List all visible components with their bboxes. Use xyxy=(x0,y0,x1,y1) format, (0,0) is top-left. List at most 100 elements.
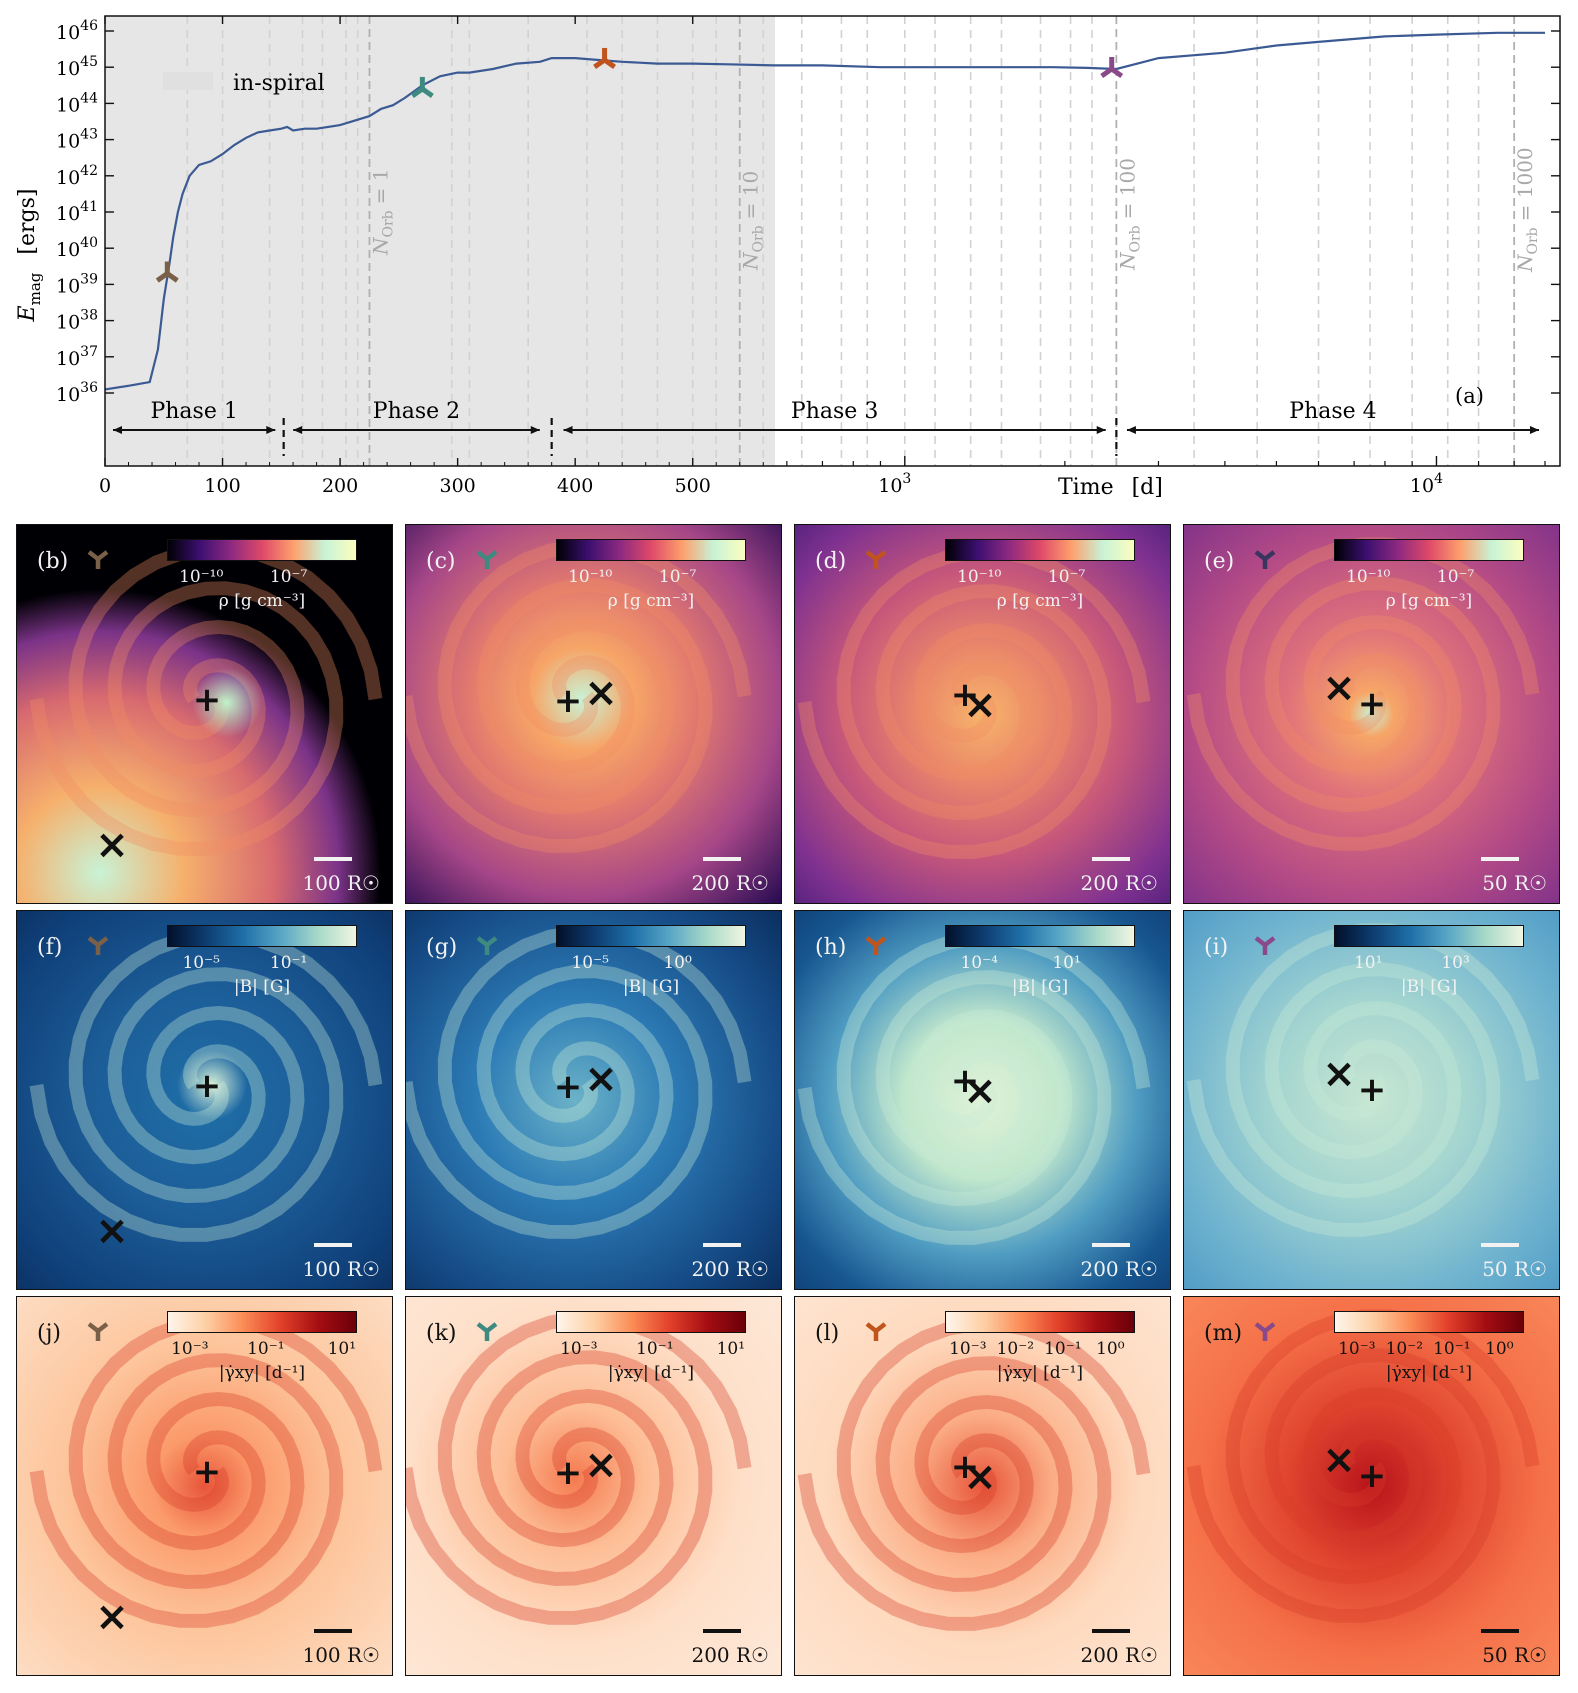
colorbar-tick-label: 10⁻² xyxy=(996,1339,1035,1359)
spiral-arm xyxy=(836,931,1151,1206)
simulation-map xyxy=(406,911,781,1289)
colorbar-ticks: 10¹ 10³ xyxy=(1309,953,1549,975)
spiral-arm xyxy=(406,964,713,1239)
colorbar-tick-label: 10⁻³ xyxy=(1338,1339,1376,1359)
scale-label: 100 R☉ xyxy=(302,871,380,895)
scale-label: 200 R☉ xyxy=(691,1257,769,1281)
panel-label-a: (a) xyxy=(1455,384,1484,408)
shear-panel: (m) 10⁻³ 10⁻² 10⁻¹ 10⁰ |γ̇xy| [d⁻¹] 50 R☉ + × xyxy=(1183,1296,1560,1676)
colorbar-tick-label: 10⁻¹ xyxy=(1044,1339,1082,1359)
colorbar xyxy=(1334,539,1524,561)
phase-label: Phase 2 xyxy=(373,399,460,424)
emag-series-line xyxy=(104,31,1545,391)
x-tick-label: 300 xyxy=(439,475,475,497)
colorbar xyxy=(1334,925,1524,947)
colorbar xyxy=(556,1311,746,1333)
colorbar-label: ρ [g cm⁻³] xyxy=(1385,591,1473,611)
y-tick-label: 1046 xyxy=(56,18,98,44)
time-marker xyxy=(155,261,179,283)
colorbar-label: |B| [G] xyxy=(1011,977,1069,997)
y-tick-label: 1039 xyxy=(56,271,98,297)
panel-letter: (d) xyxy=(815,549,847,574)
time-marker-icon xyxy=(865,936,887,955)
primary-star-marker: + xyxy=(192,1066,222,1106)
colorbar-label: |γ̇xy| [d⁻¹] xyxy=(1385,1363,1473,1383)
colorbar-tick-label: 10⁻⁷ xyxy=(1436,567,1475,587)
y-tick-label: 1042 xyxy=(56,163,98,189)
simulation-map xyxy=(406,525,781,903)
colorbar-tick-label: 10⁻⁷ xyxy=(269,567,308,587)
simulation-map xyxy=(406,1297,781,1675)
panel-letter: (m) xyxy=(1204,1321,1243,1346)
panel-letter: (i) xyxy=(1204,935,1229,960)
orbit-label: NOrb= 1 xyxy=(368,169,396,256)
spiral-arm xyxy=(1225,537,1540,812)
colorbar-tick-label: 10⁻¹⁰ xyxy=(568,567,613,587)
scale-bar xyxy=(1481,1629,1519,1633)
spiral-arm xyxy=(1186,1348,1501,1623)
x-tick-label: 200 xyxy=(322,475,358,497)
simulation-map xyxy=(795,525,1170,903)
legend-swatch xyxy=(163,72,213,90)
primary-star-marker: + xyxy=(192,680,222,720)
primary-star-marker: + xyxy=(950,1447,980,1487)
panel-letter: (e) xyxy=(1204,549,1235,574)
scale-label: 50 R☉ xyxy=(1482,1257,1547,1281)
panel-letter: (c) xyxy=(426,549,456,574)
colorbar-tick-label: 10⁻¹⁰ xyxy=(957,567,1002,587)
simulation-map xyxy=(17,525,392,903)
colorbar-tick-label: 10⁻⁷ xyxy=(658,567,697,587)
primary-star-marker: + xyxy=(1357,684,1387,724)
spiral-arm xyxy=(1225,923,1540,1198)
scale-label: 50 R☉ xyxy=(1482,1643,1547,1667)
colorbar-ticks: 10⁻³ 10⁻¹ 10¹ xyxy=(142,1339,382,1361)
colorbar-tick-label: 10⁰ xyxy=(1096,1339,1125,1359)
companion-star-marker: × xyxy=(963,682,997,728)
scale-label: 200 R☉ xyxy=(1080,1643,1158,1667)
colorbar-label: |γ̇xy| [d⁻¹] xyxy=(607,1363,695,1383)
scale-bar xyxy=(703,1243,741,1247)
companion-star-marker: × xyxy=(95,1594,129,1640)
primary-star-marker: + xyxy=(553,681,583,721)
primary-star-marker: + xyxy=(1357,1070,1387,1110)
spiral-arm xyxy=(1186,962,1501,1237)
axis-ticks: 0 100 200 300 400 500 103 104 1036 1037 1038 1039 10… xyxy=(56,16,1560,497)
energy-chart: NOrb= 1 NOrb= 10 NOrb= 100 NOrb= 1000 Phase… xyxy=(15,15,1561,500)
colorbar-tick-label: 10⁻¹ xyxy=(247,1339,285,1359)
colorbar-label: ρ [g cm⁻³] xyxy=(218,591,306,611)
colorbar-label: |γ̇xy| [d⁻¹] xyxy=(996,1363,1084,1383)
scale-bar xyxy=(314,857,352,861)
time-marker-icon xyxy=(1254,936,1276,955)
spiral-arm xyxy=(437,1311,752,1586)
colorbar-label: |B| [G] xyxy=(1400,977,1458,997)
spiral-arm xyxy=(406,578,713,853)
colorbar-tick-label: 10⁻⁵ xyxy=(571,953,609,973)
time-marker-icon xyxy=(87,936,109,955)
panel-letter: (f) xyxy=(37,935,63,960)
colorbar-tick-label: 10⁰ xyxy=(663,953,692,973)
primary-star-marker: + xyxy=(553,1067,583,1107)
inspiral-shade xyxy=(105,16,775,466)
scale-bar xyxy=(314,1629,352,1633)
time-markers xyxy=(155,47,1124,283)
spiral-arm xyxy=(29,967,344,1242)
time-marker-icon xyxy=(87,550,109,569)
spiral-arm xyxy=(68,542,383,817)
colorbar-ticks: 10⁻³ 10⁻¹ 10¹ xyxy=(531,1339,771,1361)
x-tick-label: 0 xyxy=(99,475,111,497)
colorbar-tick-label: 10⁻¹ xyxy=(269,953,308,973)
colorbar-ticks: 10⁻¹⁰ 10⁻⁷ xyxy=(531,567,771,589)
spiral-arm xyxy=(797,584,1112,859)
colorbar xyxy=(556,539,746,561)
colorbar xyxy=(945,539,1135,561)
x-tick-label: 100 xyxy=(204,475,240,497)
colorbar-tick-label: 10⁻³ xyxy=(171,1339,209,1359)
companion-star-marker: × xyxy=(963,1454,997,1500)
colorbar-tick-label: 10⁻⁷ xyxy=(1047,567,1086,587)
field-panel: (i) 10¹ 10³ |B| [G] 50 R☉ + × xyxy=(1183,910,1560,1290)
time-marker-icon xyxy=(1254,1322,1276,1341)
companion-star-marker: × xyxy=(1322,665,1356,711)
colorbar xyxy=(556,925,746,947)
y-tick-label: 1036 xyxy=(56,380,98,406)
x-tick-label: 400 xyxy=(557,475,593,497)
